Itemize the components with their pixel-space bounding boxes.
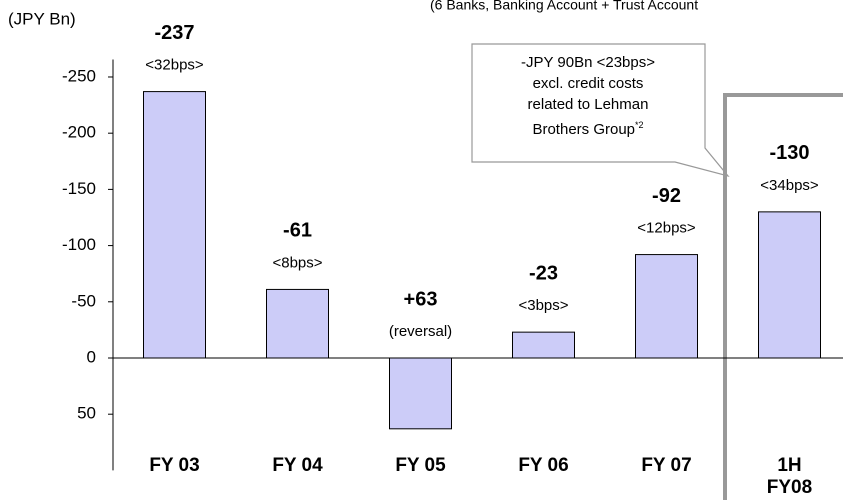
sub-label: <34bps> (760, 177, 819, 194)
callout-note: *2 (635, 120, 644, 130)
bar (758, 211, 821, 359)
y-tick-label: 0 (87, 347, 96, 366)
value-label: +63 (404, 288, 438, 310)
value-label: -130 (769, 142, 809, 164)
bar (143, 91, 206, 359)
x-tick-label: FY 06 (518, 455, 569, 476)
callout-text: excl. credit costs (532, 75, 644, 92)
bar (512, 331, 575, 359)
x-tick-label: 1H FY08 (766, 455, 813, 498)
x-tick-label: FY 03 (149, 455, 200, 476)
sub-label: <12bps> (637, 220, 696, 237)
y-tick-label: 50 (77, 404, 96, 423)
callout-text: related to Lehman (527, 96, 649, 113)
y-tick-label: -50 (71, 291, 96, 310)
y-tick-label: -250 (62, 66, 96, 85)
callout-line: Brothers Group*2 (472, 115, 704, 140)
sub-label: <8bps> (272, 254, 322, 271)
chart-subtitle: (6 Banks, Banking Account + Trust Accoun… (430, 0, 698, 13)
callout-text: -JPY 90Bn <23bps> (521, 54, 655, 71)
value-label: -237 (154, 22, 194, 44)
callout: -JPY 90Bn <23bps> excl. credit costs relat… (472, 44, 704, 162)
value-label: -92 (652, 185, 681, 207)
y-tick-label: -200 (62, 123, 96, 142)
callout-box (471, 43, 730, 178)
x-tick-label: FY 07 (641, 455, 692, 476)
sub-label: <3bps> (518, 297, 568, 314)
callout-text: Brothers Group (532, 121, 636, 138)
bar (389, 357, 452, 430)
period-frame (723, 93, 843, 500)
value-label: -61 (283, 220, 312, 242)
sub-label: <32bps> (145, 57, 204, 74)
sub-label: (reversal) (389, 323, 452, 340)
callout-line: excl. credit costs (472, 73, 704, 94)
callout-line: -JPY 90Bn <23bps> (472, 52, 704, 73)
x-tick-label: FY 04 (272, 455, 323, 476)
x-tick-label: FY 05 (395, 455, 446, 476)
y-tick-label: -100 (62, 235, 96, 254)
y-axis-label: (JPY Bn) (8, 9, 76, 28)
y-tick-label: -150 (62, 179, 96, 198)
bar (635, 254, 698, 359)
value-label: -23 (529, 262, 558, 284)
bar (266, 288, 329, 359)
callout-line: related to Lehman (472, 94, 704, 115)
